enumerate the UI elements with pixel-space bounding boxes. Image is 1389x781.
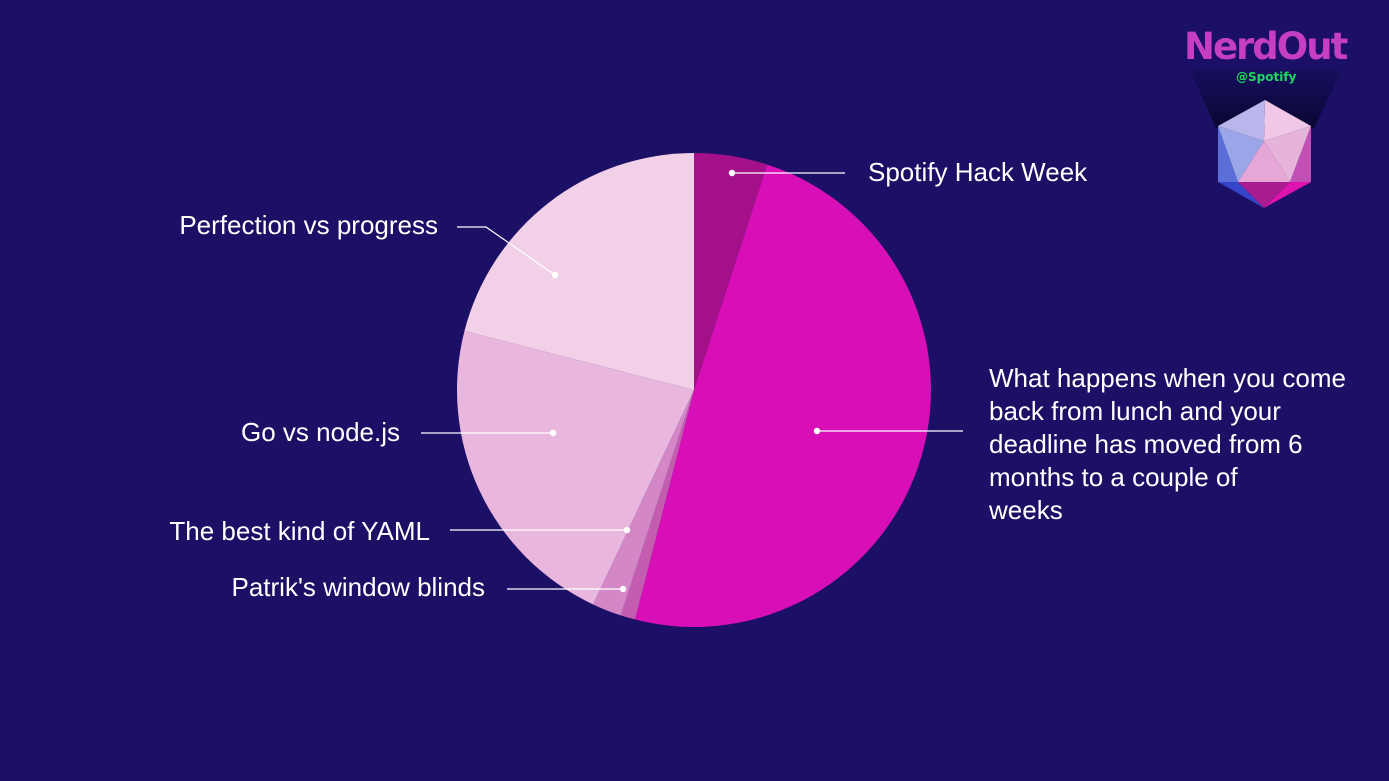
- label-deadline-line: deadline has moved from 6: [989, 429, 1303, 459]
- pie-slice-3: [593, 390, 694, 616]
- label-perfection-vs-progress: Perfection vs progress: [179, 210, 438, 240]
- pie-slice-0: [694, 153, 768, 390]
- nerdout-wordmark: NerdOut: [1184, 25, 1348, 68]
- pie-slice-1: [635, 164, 931, 627]
- label-deadline: What happens when you come back from lunc…: [988, 363, 1346, 525]
- label-spotify-hack-week: Spotify Hack Week: [868, 157, 1088, 187]
- label-deadline-line: weeks: [988, 495, 1063, 525]
- leader-perfection-vs-progress: [457, 226, 559, 279]
- leader-best-kind-of-yaml: [450, 526, 631, 534]
- spotify-subline: @Spotify: [1236, 70, 1297, 84]
- label-deadline-line: What happens when you come: [989, 363, 1346, 393]
- icosahedron-gem-icon: [1190, 70, 1342, 208]
- leader-go-vs-nodejs: [421, 429, 557, 437]
- label-deadline-line: months to a couple of: [989, 462, 1238, 492]
- label-go-vs-nodejs: Go vs node.js: [241, 417, 400, 447]
- leader-patriks-window-blinds: [507, 585, 627, 593]
- leader-deadline: [813, 427, 963, 435]
- pie-slice-5: [464, 153, 694, 390]
- pie-slices: [457, 153, 931, 627]
- leader-spotify-hack-week: [728, 169, 845, 177]
- label-patriks-window-blinds: Patrik's window blinds: [231, 572, 485, 602]
- pie-slice-4: [457, 331, 694, 605]
- label-best-kind-of-yaml: The best kind of YAML: [169, 516, 430, 546]
- pie-slice-2: [620, 390, 694, 620]
- label-deadline-line: back from lunch and your: [989, 396, 1281, 426]
